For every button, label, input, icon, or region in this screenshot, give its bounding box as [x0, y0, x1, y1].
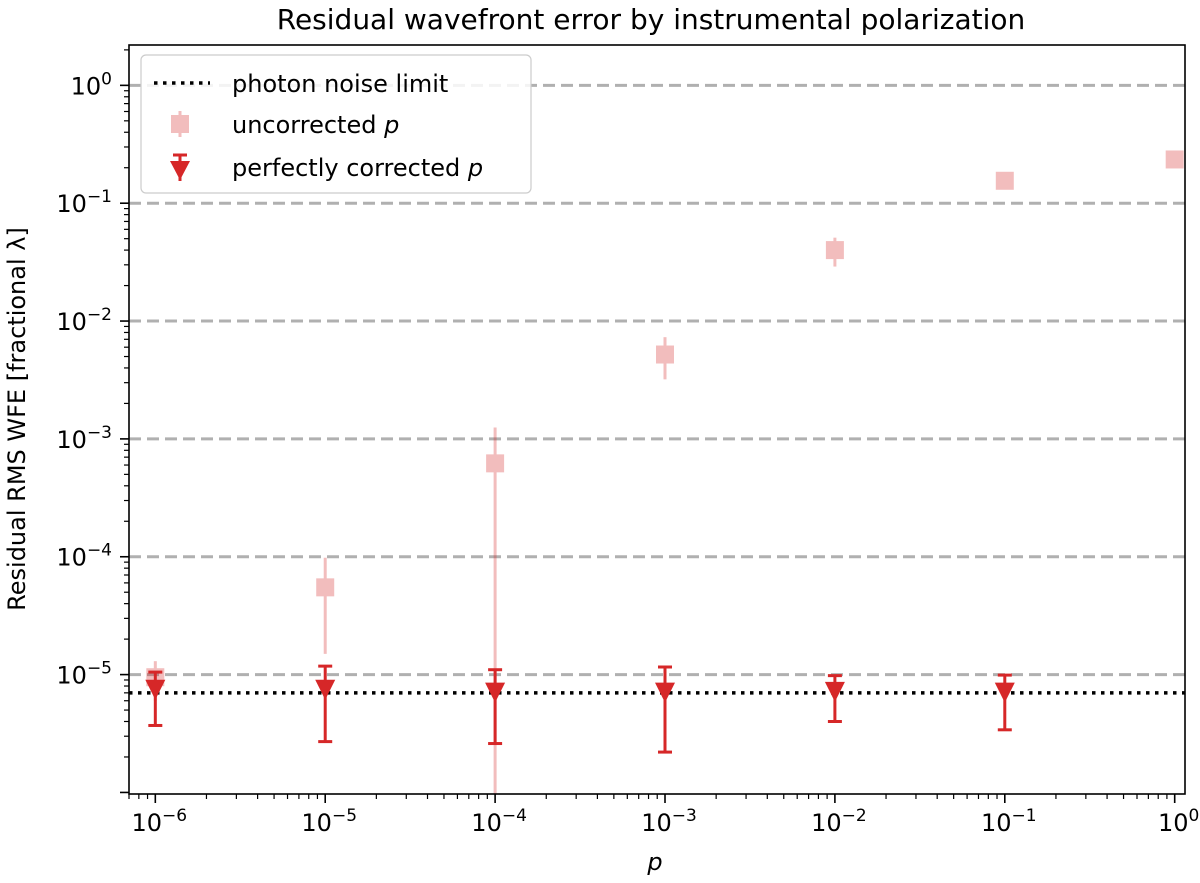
x-axis-label: p	[646, 848, 662, 876]
y-tick-label: 10−3	[56, 423, 112, 454]
y-axis-label: Residual RMS WFE [fractional λ]	[3, 227, 31, 611]
data-point	[656, 345, 675, 364]
legend-uncorrected-name: uncorrected	[232, 111, 376, 139]
data-point	[994, 682, 1015, 703]
legend-box	[140, 54, 532, 194]
data-point	[145, 679, 166, 700]
y-tick-label: 100	[71, 69, 112, 100]
data-point	[655, 682, 676, 703]
legend: photon noise limit uncorrected p perfect…	[140, 54, 532, 194]
series-layer	[145, 150, 1184, 794]
x-tick-label: 10−6	[132, 806, 188, 837]
legend-photon-noise-label: photon noise limit	[232, 70, 448, 98]
legend-corrected-label: perfectly corrected p	[232, 154, 483, 182]
y-tick-label: 10−4	[56, 541, 112, 572]
x-axis: 10−6 10−5 10−4 10−3 10−2 10−1 100	[128, 794, 1199, 837]
data-point	[315, 679, 336, 700]
x-tick-label: 100	[1158, 806, 1199, 837]
chart-title: Residual wavefront error by instrumental…	[277, 3, 1025, 36]
y-tick-label: 10−1	[56, 187, 112, 218]
x-tick-label: 10−4	[471, 806, 527, 837]
y-tick-label: 10−5	[56, 659, 112, 690]
x-tick-label: 10−3	[641, 806, 697, 837]
data-point	[995, 171, 1014, 190]
y-tick-label: 10−2	[56, 305, 112, 336]
data-point	[825, 241, 844, 260]
x-tick-label: 10−1	[981, 806, 1037, 837]
legend-uncorrected-swatch	[171, 111, 189, 137]
y-axis: 10−5 10−4 10−3 10−2 10−1 100	[56, 49, 129, 794]
data-point	[485, 682, 506, 703]
data-point	[1165, 150, 1184, 169]
legend-corrected-swatch	[170, 153, 190, 181]
legend-corrected-name: perfectly corrected	[232, 154, 460, 182]
legend-corrected-symbol: p	[467, 154, 483, 182]
grid-layer	[129, 83, 1185, 677]
data-point	[824, 681, 845, 702]
x-tick-label: 10−5	[301, 806, 357, 837]
series-corrected	[145, 664, 1015, 754]
legend-uncorrected-symbol: p	[383, 111, 399, 139]
data-point	[316, 578, 335, 597]
data-point	[486, 454, 505, 473]
x-tick-label: 10−2	[811, 806, 867, 837]
legend-uncorrected-label: uncorrected p	[232, 111, 399, 139]
